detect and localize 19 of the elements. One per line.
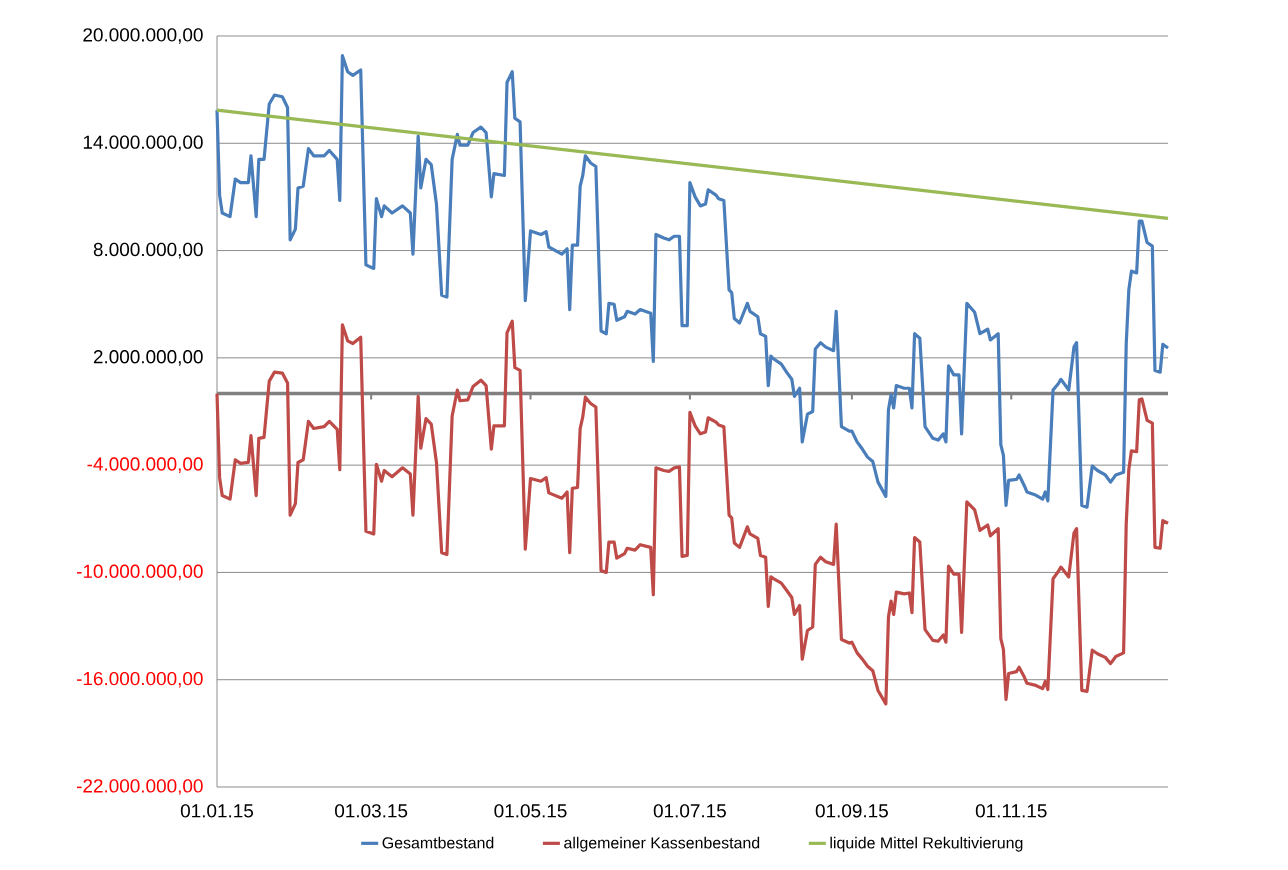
x-tick-label: 01.09.15	[815, 804, 888, 818]
x-tick-label: 01.05.15	[494, 804, 567, 818]
line-series	[215, 319, 1170, 706]
y-tick-label: -4.000.000,00	[87, 457, 203, 473]
legend-label: liquide Mittel Rekultivierung	[830, 836, 1023, 852]
legend-label: allgemeiner Kassenbestand	[564, 836, 760, 852]
y-tick-label: 8.000.000,00	[93, 242, 203, 259]
y-tick-label: 2.000.000,00	[93, 350, 203, 366]
x-tick-label: 01.03.15	[335, 804, 408, 818]
x-tick-label: 01.11.15	[975, 804, 1047, 818]
x-tick-label: 01.01.15	[180, 804, 254, 818]
line-series	[215, 54, 1170, 509]
legend-label: Gesamtbestand	[382, 836, 494, 849]
y-tick-label: -10.000.000,00	[76, 564, 203, 581]
y-tick-label: 14.000.000,00	[83, 135, 203, 152]
y-tick-label: -22.000.000,00	[76, 779, 203, 795]
y-tick-label: 20.000.000,00	[83, 28, 203, 44]
y-tick-label: -16.000.000,00	[76, 671, 203, 688]
x-tick-label: 01.07.15	[653, 804, 726, 818]
